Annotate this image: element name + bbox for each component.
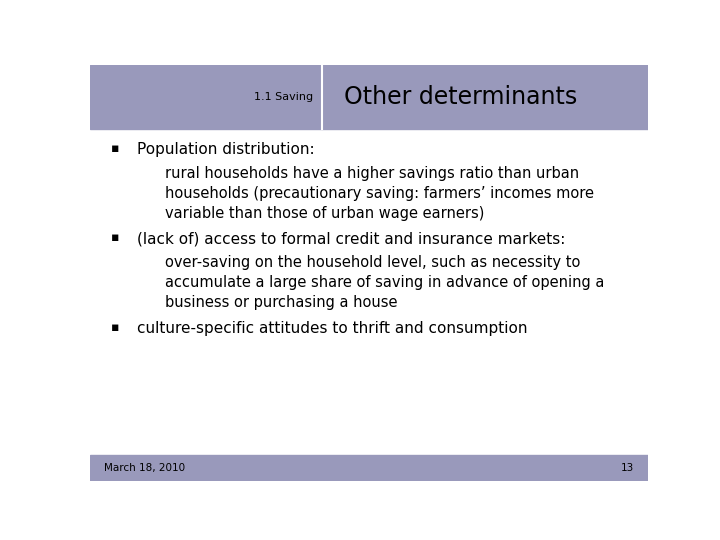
Text: variable than those of urban wage earners): variable than those of urban wage earner…: [166, 206, 485, 220]
Text: (lack of) access to formal credit and insurance markets:: (lack of) access to formal credit and in…: [138, 231, 566, 246]
Text: business or purchasing a house: business or purchasing a house: [166, 295, 398, 310]
Text: March 18, 2010: March 18, 2010: [104, 463, 185, 472]
Text: culture-specific attitudes to thrift and consumption: culture-specific attitudes to thrift and…: [138, 321, 528, 335]
Text: rural households have a higher savings ratio than urban: rural households have a higher savings r…: [166, 166, 580, 181]
Text: Population distribution:: Population distribution:: [138, 141, 315, 157]
Text: 1.1 Saving: 1.1 Saving: [254, 92, 313, 102]
Text: ▪: ▪: [111, 141, 120, 155]
Text: accumulate a large share of saving in advance of opening a: accumulate a large share of saving in ad…: [166, 275, 605, 290]
Text: 13: 13: [621, 463, 634, 472]
Bar: [90, 455, 648, 481]
Text: households (precautionary saving: farmers’ incomes more: households (precautionary saving: farmer…: [166, 186, 594, 201]
Text: ▪: ▪: [111, 231, 120, 244]
Text: ▪: ▪: [111, 321, 120, 334]
Text: Other determinants: Other determinants: [344, 85, 577, 109]
Text: over-saving on the household level, such as necessity to: over-saving on the household level, such…: [166, 255, 581, 270]
Bar: [322, 65, 648, 129]
Bar: [90, 65, 322, 129]
